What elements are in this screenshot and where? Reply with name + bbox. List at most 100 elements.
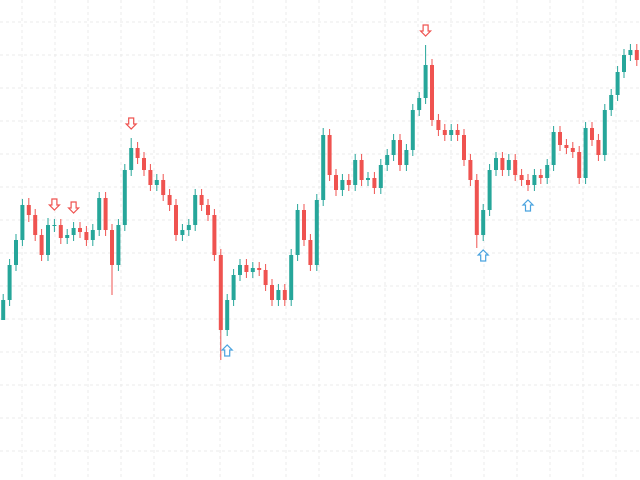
signal-arrow	[47, 198, 61, 211]
candle-body	[474, 180, 479, 235]
candle-body	[398, 140, 402, 165]
candle-body	[378, 165, 383, 188]
candle-body	[14, 240, 18, 265]
candle-body	[206, 205, 210, 215]
candle-body	[404, 150, 409, 165]
candle-body	[1, 300, 6, 320]
candle-body	[500, 158, 505, 170]
candle-body	[334, 175, 338, 190]
candle-body	[78, 228, 82, 232]
candle-body	[84, 232, 89, 240]
candle-body	[129, 148, 134, 170]
signal-arrow	[419, 24, 433, 37]
candle-body	[161, 180, 166, 195]
candle-body	[58, 225, 63, 238]
candle-body	[33, 215, 38, 235]
candle-body	[583, 128, 588, 178]
candle-body	[526, 180, 530, 185]
candle-body	[71, 228, 76, 235]
candle-body	[110, 230, 114, 265]
candle-body	[135, 148, 140, 158]
candle-body	[103, 198, 108, 230]
candle-body	[551, 132, 556, 165]
candle-body	[314, 200, 319, 265]
signal-arrow	[220, 344, 234, 357]
candle-body	[154, 180, 159, 185]
candle-body	[487, 170, 492, 210]
candle-body	[545, 165, 550, 178]
candle-body	[122, 170, 127, 225]
candle-body	[372, 178, 377, 188]
candle-body	[263, 270, 268, 285]
candle-body	[327, 135, 332, 175]
candle-body	[570, 148, 575, 152]
candle-body	[174, 205, 178, 235]
candle-body	[116, 225, 121, 265]
candle-body	[231, 275, 236, 300]
candle-body	[193, 195, 198, 225]
candle-body	[257, 268, 262, 270]
candle-body	[596, 140, 601, 155]
candle-body	[295, 210, 300, 255]
candle-body	[577, 152, 582, 178]
candle-body	[532, 175, 537, 185]
candle-body	[634, 50, 639, 60]
candle-body	[282, 290, 287, 300]
candle-body	[26, 205, 31, 215]
candle-body	[225, 300, 230, 330]
candle-body	[385, 155, 390, 165]
candle-body	[628, 50, 633, 55]
candle-body	[430, 65, 434, 120]
candle-body	[199, 195, 204, 205]
candle-body	[148, 170, 153, 185]
candle-body	[212, 215, 217, 255]
candle-body	[90, 230, 95, 240]
candle-body	[602, 110, 607, 155]
candle-body	[289, 255, 294, 300]
signal-arrow	[476, 249, 490, 262]
candle-body	[538, 175, 543, 178]
candle-body	[167, 195, 172, 205]
candle-body	[180, 230, 185, 235]
signal-arrow	[521, 199, 535, 212]
candle-body	[39, 235, 44, 255]
candle-body	[97, 198, 102, 230]
candle-body	[391, 140, 396, 155]
candle-body	[506, 160, 511, 170]
candle-body	[513, 160, 518, 175]
candle-body	[346, 180, 351, 185]
candle-body	[308, 240, 313, 265]
candle-body	[321, 135, 326, 200]
candle-body	[366, 178, 370, 180]
candle-body	[417, 98, 422, 110]
candle-body	[455, 130, 460, 135]
candle-body	[250, 268, 255, 272]
candle-body	[270, 285, 274, 300]
candle-body	[46, 225, 50, 255]
candle-body	[622, 55, 626, 72]
candle-body	[609, 95, 614, 110]
candle-body	[494, 158, 498, 170]
candle-body	[244, 265, 249, 272]
candle-body	[468, 160, 473, 180]
candle-body	[142, 158, 146, 170]
candle-body	[353, 160, 358, 185]
candle-body	[590, 128, 594, 140]
candle-body	[186, 225, 191, 230]
candle-body	[558, 132, 562, 145]
candle-body	[615, 72, 620, 95]
candle-body	[65, 235, 70, 238]
candle-body	[218, 255, 223, 330]
candle-body	[564, 145, 569, 148]
candle-body	[302, 210, 306, 240]
candle-body	[52, 225, 57, 226]
candle-body	[519, 175, 524, 180]
candle-body	[7, 265, 12, 300]
candle-body	[449, 130, 454, 135]
candle-body	[442, 130, 447, 135]
candle-body	[359, 160, 364, 180]
candle-body	[423, 65, 428, 98]
signal-arrow	[124, 117, 138, 130]
